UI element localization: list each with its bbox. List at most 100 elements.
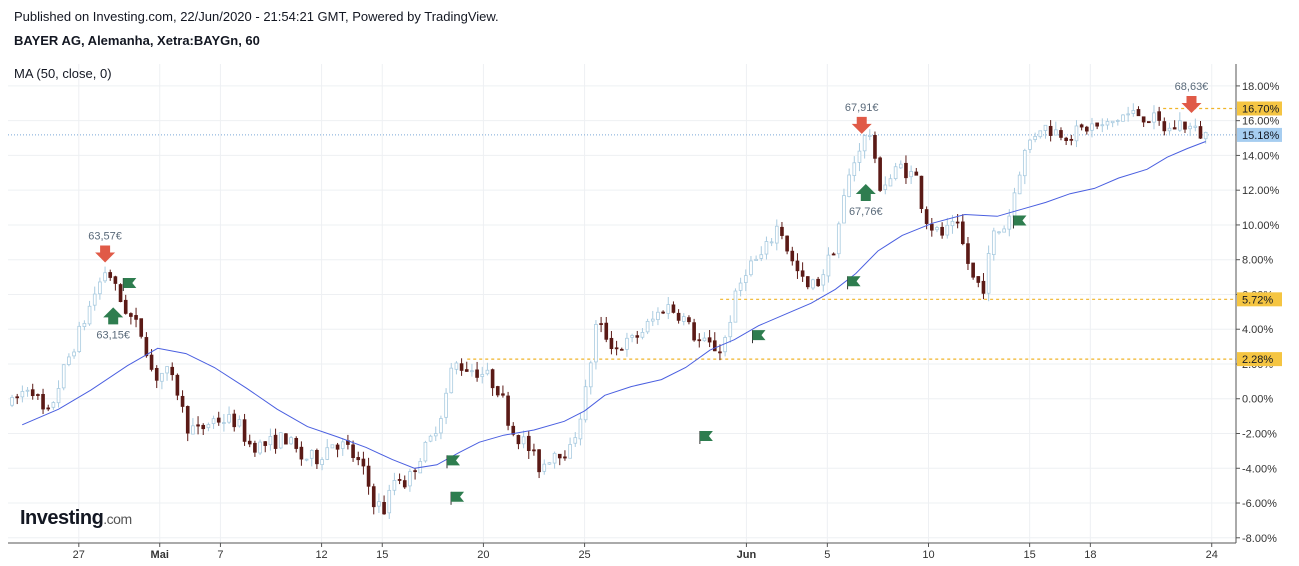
candle-body — [718, 351, 722, 354]
candle-body — [790, 250, 795, 262]
candle-body — [764, 241, 769, 255]
candle-body — [1152, 112, 1156, 123]
candle-body — [697, 339, 702, 342]
candle-body — [1131, 110, 1136, 114]
candle-body — [842, 195, 846, 224]
y-axis: 18.00%16.00%14.00%12.00%10.00%8.00%6.00%… — [1235, 64, 1282, 545]
candle-body — [1147, 121, 1151, 124]
candle-body — [294, 438, 299, 449]
candle-body — [785, 235, 789, 252]
x-tick-label: 25 — [578, 549, 590, 561]
candle-body — [532, 449, 536, 452]
candle-body — [278, 432, 283, 449]
symbol-title: BAYER AG, Alemanha, Xetra:BAYGn, 60 — [14, 33, 260, 48]
candle-body — [578, 418, 583, 440]
y-tick-label: 8.00% — [1242, 255, 1273, 267]
candle-body — [604, 322, 609, 340]
candle-body — [857, 150, 862, 163]
candle-body — [707, 337, 712, 343]
candle-body — [1121, 114, 1125, 122]
candle-body — [1043, 124, 1048, 131]
candle-body — [273, 434, 278, 449]
candle-body — [397, 479, 402, 481]
arrow-down-icon — [1181, 95, 1202, 113]
candle-body — [997, 231, 1001, 234]
candle-body — [883, 184, 888, 190]
candle-body — [36, 394, 40, 396]
candle-body — [144, 337, 149, 357]
candle-body — [10, 396, 14, 406]
candle-body — [464, 369, 469, 372]
candle-body — [371, 486, 376, 508]
x-tick-label: 5 — [824, 549, 830, 561]
candle-body — [774, 225, 779, 244]
candle-body — [15, 396, 20, 399]
candle-body — [439, 418, 443, 434]
level-badge-label: 2.28% — [1242, 354, 1273, 366]
candle-body — [118, 284, 123, 303]
candle-body — [1074, 125, 1079, 142]
candle-body — [268, 436, 273, 446]
candle-body — [991, 230, 996, 255]
candle-body — [56, 388, 61, 404]
candle-body — [402, 480, 407, 488]
candle-body — [1193, 125, 1198, 128]
candle-body — [1022, 149, 1027, 177]
candle-body — [904, 162, 908, 179]
candle-body — [1048, 125, 1053, 136]
candle-body — [1084, 126, 1089, 132]
candle-body — [170, 366, 175, 376]
candle-body — [356, 457, 361, 461]
y-tick-label: 4.00% — [1242, 324, 1273, 336]
candle-body — [1203, 131, 1208, 140]
candle-body — [154, 367, 159, 381]
candle-body — [826, 254, 831, 277]
candle-body — [67, 356, 71, 365]
candle-body — [728, 321, 733, 338]
candle-body — [960, 221, 965, 245]
level-lines — [8, 107, 1236, 360]
candle-body — [196, 424, 200, 427]
candle-body — [1162, 121, 1167, 132]
candle-body — [738, 282, 743, 291]
candle-body — [867, 134, 872, 137]
x-tick-label: 10 — [922, 549, 934, 561]
candle-body — [625, 337, 629, 350]
candle-body — [511, 425, 516, 435]
candle-body — [232, 413, 237, 428]
candle-body — [630, 335, 634, 338]
candle-body — [1095, 122, 1099, 127]
candle-body — [666, 304, 671, 314]
candle-body — [201, 424, 206, 430]
level-badge — [1237, 352, 1282, 367]
y-tick-label: 16.00% — [1242, 116, 1280, 128]
candle-body — [340, 441, 345, 449]
candle-body — [557, 453, 562, 459]
candle-body — [382, 501, 386, 515]
candle-body — [1178, 120, 1182, 131]
candle-body — [599, 323, 603, 325]
candle-body — [537, 449, 541, 473]
candle-body — [542, 463, 547, 472]
candle-body — [935, 227, 939, 231]
x-tick-label: 15 — [376, 549, 388, 561]
candle-body — [82, 323, 87, 327]
candle-body — [108, 272, 113, 278]
candle-body — [914, 171, 919, 176]
candle-body — [72, 351, 76, 357]
price-label: 68,63€ — [1175, 81, 1209, 93]
candle-body — [351, 444, 355, 459]
x-tick-label: 15 — [1024, 549, 1036, 561]
candle-body — [25, 389, 30, 392]
level-badge-label: 16.70% — [1242, 103, 1280, 115]
flag-icon — [447, 455, 461, 466]
candle-body — [444, 392, 448, 418]
price-label: 67,91€ — [845, 102, 879, 114]
candle-body — [485, 369, 490, 375]
y-tick-label: 12.00% — [1242, 185, 1280, 197]
candle-body — [795, 260, 800, 272]
candle-body — [681, 316, 686, 322]
candle-body — [909, 171, 913, 178]
candle-body — [800, 270, 805, 277]
